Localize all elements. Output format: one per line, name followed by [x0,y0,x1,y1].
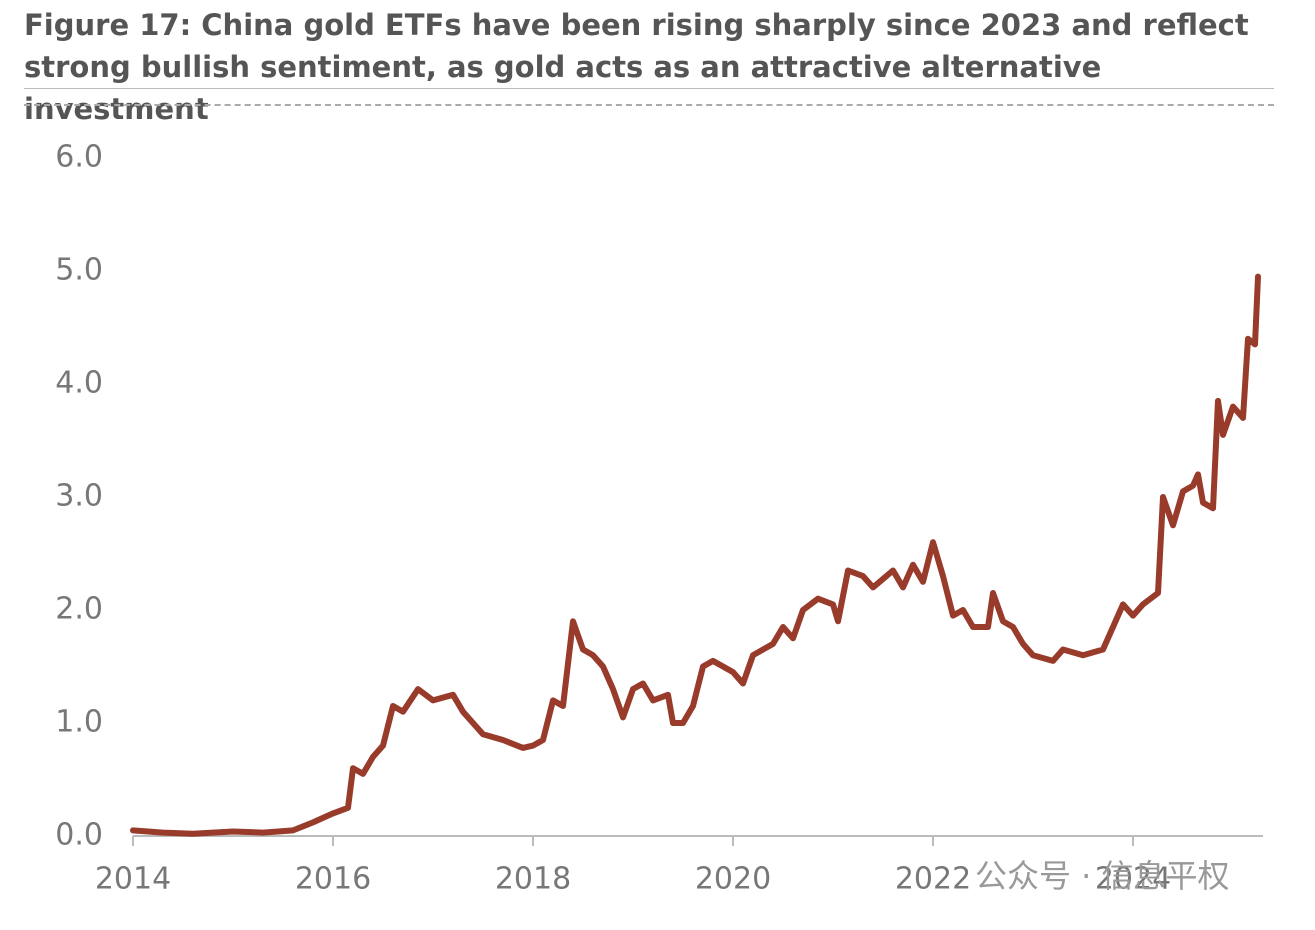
data-line [130,273,1261,837]
y-tick-label: 1.0 [55,705,103,740]
x-tick-label: 2014 [95,862,171,897]
y-tick-label: 0.0 [55,818,103,853]
x-tick-label: 2016 [295,862,371,897]
dashed-separator [24,104,1274,106]
y-tick-label: 6.0 [55,140,103,175]
x-tick-label: 2018 [495,862,571,897]
y-tick-label: 2.0 [55,592,103,627]
y-tick-label: 5.0 [55,253,103,288]
x-tick-label: 2022 [895,862,971,897]
chart-title: Figure 17: China gold ETFs have been ris… [24,8,1249,126]
y-tick-label: 3.0 [55,479,103,514]
x-tick-label: 2020 [695,862,771,897]
watermark: 公众号 · 信息平权 [975,857,1230,895]
x-tick-label: 2024 [1095,862,1171,897]
y-tick-label: 4.0 [55,366,103,401]
title-rule [24,88,1274,89]
